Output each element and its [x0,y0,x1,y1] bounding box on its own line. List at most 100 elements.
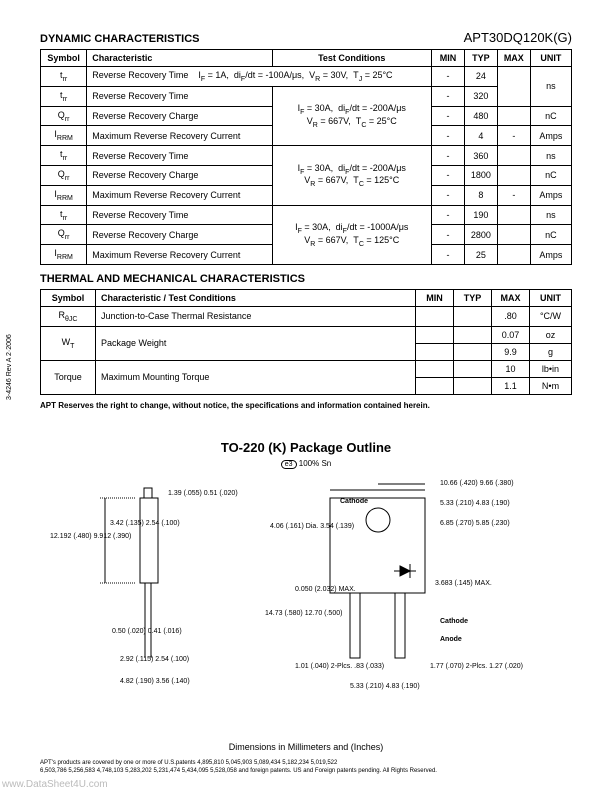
char: Maximum Reverse Recovery Current [87,126,272,146]
sym: RθJC [41,306,96,326]
sym: WT [41,326,96,360]
min: - [432,126,465,146]
unit: nC [530,106,571,126]
dimensions-caption: Dimensions in Millimeters and (Inches) [40,742,572,752]
col-min: MIN [416,289,454,306]
min: - [432,86,465,106]
char: Reverse Recovery Time [87,205,272,225]
package-diagram: 1.39 (.055) 0.51 (.020) 3.42 (.135) 2.54… [40,478,572,738]
max [497,225,530,245]
typ: 2800 [464,225,497,245]
col-max: MAX [497,50,530,67]
max [497,67,530,107]
sym: Torque [41,360,96,394]
col-typ: TYP [454,289,492,306]
unit: oz [530,326,572,343]
col-conditions: Test Conditions [272,50,432,67]
sym: Qrr [41,106,87,126]
max [497,205,530,225]
dim-d13: 1.77 (.070) 2-Plcs. 1.27 (.020) [430,663,523,671]
max [497,106,530,126]
dim-max2: 3.683 (.145) MAX. [435,580,492,588]
sym: trr [41,86,87,106]
col-char: Characteristic / Test Conditions [96,289,416,306]
label-cathode2: Cathode [440,618,468,626]
col-min: MIN [432,50,465,67]
char: Reverse Recovery Charge [87,225,272,245]
typ: 320 [464,86,497,106]
dim-d10: 14.73 (.580) 12.70 (.500) [265,610,342,618]
min: - [432,146,465,166]
max: .80 [492,306,530,326]
sym: Qrr [41,225,87,245]
min: - [432,205,465,225]
max: - [497,126,530,146]
typ: 360 [464,146,497,166]
col-unit: UNIT [530,289,572,306]
watermark: www.DataSheet4U.com [2,779,108,790]
dynamic-title: DYNAMIC CHARACTERISTICS [40,33,200,45]
col-symbol: Symbol [41,50,87,67]
dim-d5: 2.92 (.115) 2.54 (.100) [120,656,189,664]
char: Maximum Reverse Recovery Current [87,185,272,205]
sym: Qrr [41,165,87,185]
max: 1.1 [492,377,530,394]
max: 10 [492,360,530,377]
char: Reverse Recovery Time IF = 1A, diF/dt = … [87,67,432,87]
sym: trr [41,205,87,225]
dim-d1: 1.39 (.055) 0.51 (.020) [168,490,238,498]
min: - [432,67,465,87]
table-row: trr Reverse Recovery Time IF = 30A, diF/… [41,86,572,106]
dim-d4: 0.50 (.020) 0.41 (.016) [112,628,182,636]
unit: N•m [530,377,572,394]
part-number: APT30DQ120K(G) [464,30,572,45]
dim-d9: 6.85 (.270) 5.85 (.230) [440,520,510,528]
dim-d3: 12.192 (.480) 9.912 (.390) [50,533,131,541]
unit: lb•in [530,360,572,377]
thermal-characteristics-table: Symbol Characteristic / Test Conditions … [40,289,572,395]
unit: Amps [530,185,571,205]
dim-d11: 1.01 (.040) 2-Plcs. .83 (.033) [295,663,384,671]
min: - [432,185,465,205]
dim-dia: 4.06 (.161) Dia. 3.54 (.139) [270,523,354,531]
label-anode: Anode [440,636,462,644]
disclaimer: APT Reserves the right to change, withou… [40,401,572,410]
sym: trr [41,67,87,87]
patent-footer: APT's products are covered by one or mor… [40,760,572,776]
table-row: Torque Maximum Mounting Torque 10 lb•in [41,360,572,377]
min: - [432,106,465,126]
label-cathode1: Cathode [340,498,368,506]
sym: IRRM [41,185,87,205]
char: Reverse Recovery Charge [87,165,272,185]
char: Junction-to-Case Thermal Resistance [96,306,416,326]
col-symbol: Symbol [41,289,96,306]
unit: ns [530,146,571,166]
cond: IF = 30A, diF/dt = -200A/μsVR = 667V, TC… [272,146,432,205]
dim-d6: 4.82 (.190) 3.56 (.140) [120,678,190,686]
cond: IF = 30A, diF/dt = -200A/μsVR = 667V, TC… [272,86,432,145]
unit: Amps [530,126,571,146]
table-row: WT Package Weight 0.07 oz [41,326,572,343]
unit: ns [530,67,571,107]
typ: 1800 [464,165,497,185]
table-row: trr Reverse Recovery Time IF = 30A, diF/… [41,146,572,166]
min: - [432,165,465,185]
pb-note: e3 100% Sn [40,459,572,468]
dynamic-characteristics-table: Symbol Characteristic Test Conditions MI… [40,49,572,265]
table-row: RθJC Junction-to-Case Thermal Resistance… [41,306,572,326]
char: Maximum Mounting Torque [96,360,416,394]
max [497,146,530,166]
max: 0.07 [492,326,530,343]
dim-d2: 3.42 (.135) 2.54 (.100) [110,520,180,528]
unit: °C/W [530,306,572,326]
col-characteristic: Characteristic [87,50,272,67]
sym: IRRM [41,126,87,146]
dim-d7: 10.66 (.420) 9.66 (.380) [440,480,514,488]
max: 9.9 [492,343,530,360]
typ: 4 [464,126,497,146]
char: Reverse Recovery Time [87,146,272,166]
thermal-title: THERMAL AND MECHANICAL CHARACTERISTICS [40,273,572,285]
typ: 480 [464,106,497,126]
package-title: TO-220 (K) Package Outline [40,440,572,455]
typ: 24 [464,67,497,87]
